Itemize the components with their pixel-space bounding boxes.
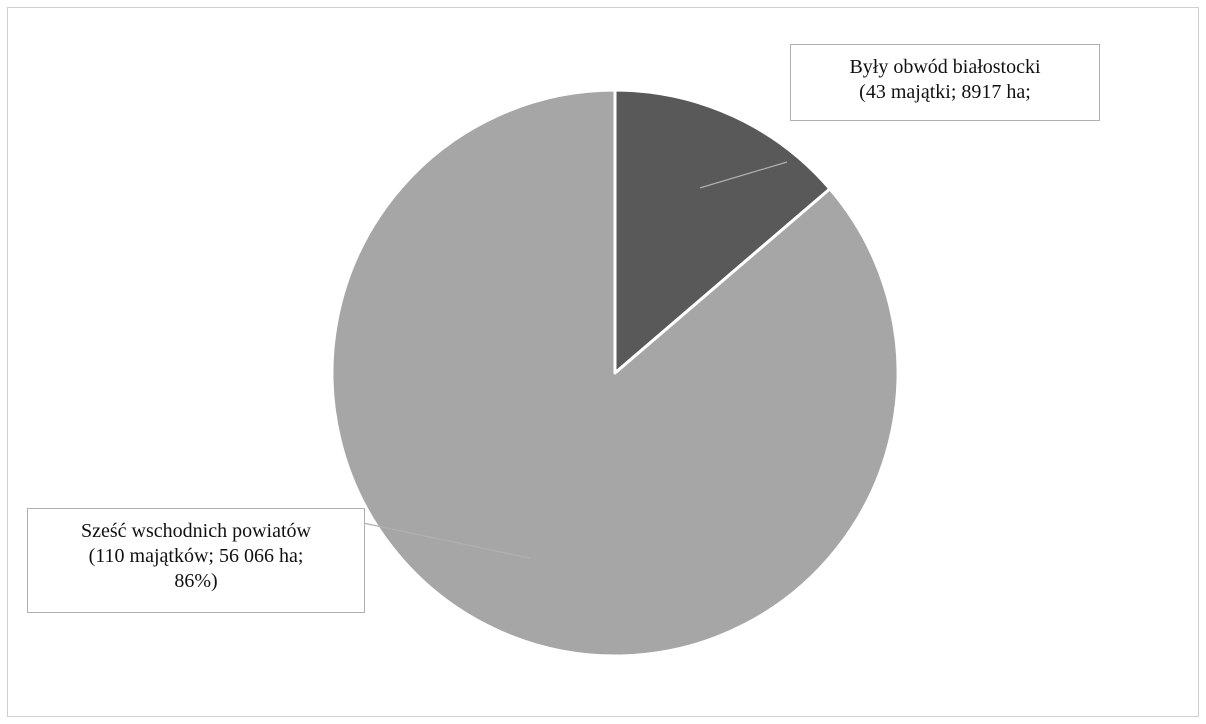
callout-line: Sześć wschodnich powiatów <box>81 520 311 542</box>
leader-line-0 <box>699 161 788 189</box>
callout-line: Były obwód białostocki <box>849 56 1041 78</box>
pie-slice-1 <box>330 88 900 658</box>
callout-label-szesc-wschodnich-powiatow: Sześć wschodnich powiatów (110 majątków;… <box>27 508 365 613</box>
callout-line: (110 majątków; 56 066 ha; <box>88 545 304 567</box>
callout-line: 86%) <box>174 570 218 592</box>
callout-label-byly-obwod-bialostocki: Były obwód białostocki (43 majątki; 8917… <box>790 44 1100 121</box>
leader-line-1 <box>362 522 530 559</box>
pie-slice-0 <box>613 88 832 375</box>
callout-line: (43 majątki; 8917 ha; <box>859 81 1031 103</box>
